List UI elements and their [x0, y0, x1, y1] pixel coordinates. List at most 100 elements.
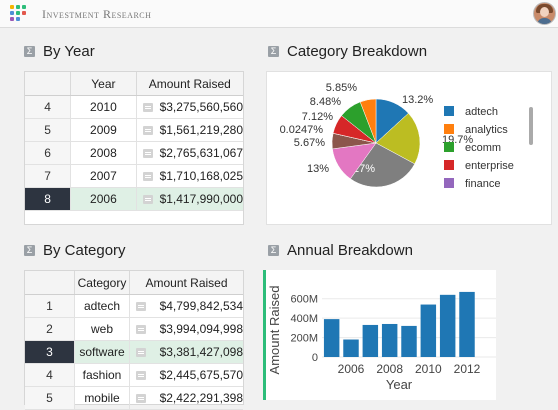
table-row[interactable]: 4 fashion $2,445,675,570: [25, 363, 243, 387]
legend-swatch[interactable]: [444, 142, 454, 152]
table-row[interactable]: 4 2010 $3,275,560,560: [25, 95, 243, 119]
cell-detail-icon[interactable]: [136, 324, 146, 334]
column-header-amount[interactable]: Amount Raised: [136, 72, 243, 96]
legend-label[interactable]: finance: [465, 178, 500, 190]
row-number[interactable]: 6: [25, 141, 72, 165]
cell-detail-icon[interactable]: [136, 301, 146, 311]
cell-detail-icon[interactable]: [142, 148, 153, 158]
year-cell[interactable]: 2008: [70, 141, 137, 165]
x-axis-label: Year: [386, 377, 413, 392]
table-row[interactable]: 3 software $3,381,427,098: [25, 340, 243, 364]
legend-label[interactable]: adtech: [465, 106, 498, 118]
amount-value: $3,381,427,098: [159, 345, 243, 359]
cell-detail-icon[interactable]: [136, 393, 146, 403]
amount-cell[interactable]: $1,710,168,025: [136, 164, 243, 188]
column-header-year[interactable]: Year: [70, 72, 137, 96]
bar[interactable]: [343, 339, 359, 357]
pie-slice[interactable]: [375, 112, 421, 165]
selection-accent-bar: [263, 270, 266, 400]
legend-swatch[interactable]: [444, 106, 454, 116]
year-cell[interactable]: 2009: [70, 118, 137, 142]
table-row[interactable]: 2 web $3,994,094,998: [25, 317, 243, 341]
year-cell[interactable]: 2007: [70, 164, 137, 188]
amount-cell[interactable]: $2,765,631,067: [136, 141, 243, 165]
sigma-icon[interactable]: Σ: [24, 244, 35, 256]
legend-swatch[interactable]: [444, 124, 454, 134]
legend-swatch[interactable]: [444, 178, 454, 188]
bar[interactable]: [459, 291, 475, 357]
column-header-amount[interactable]: Amount Raised: [129, 271, 243, 295]
row-number[interactable]: 4: [25, 95, 72, 119]
year-cell[interactable]: 2010: [70, 95, 137, 119]
table-row[interactable]: 6 2008 $2,765,631,067: [25, 141, 243, 165]
amount-cell[interactable]: $1,561,219,280: [136, 118, 243, 142]
bar[interactable]: [381, 323, 398, 357]
legend-label[interactable]: enterprise: [465, 160, 514, 172]
category-cell[interactable]: web: [74, 317, 130, 341]
category-breakdown-chart-panel: 13.2% 19.7% 27% 13% 5.67% 0.0247% 7.12% 8.48% 5.…: [266, 71, 552, 225]
by-year-table: Year Amount Raised 4 2010 $3,275,560,560 5 2…: [25, 72, 243, 211]
amount-cell[interactable]: $2,445,675,570: [129, 363, 243, 387]
amount-cell[interactable]: $3,275,560,560: [136, 95, 243, 119]
user-avatar[interactable]: [533, 2, 556, 25]
category-cell[interactable]: mobile: [74, 386, 130, 410]
amount-cell[interactable]: $4,799,842,534: [129, 294, 243, 318]
legend-label[interactable]: ecomm: [465, 142, 501, 154]
bar[interactable]: [362, 324, 379, 357]
row-number[interactable]: 3: [25, 340, 75, 364]
pie-slice-label: 7.12%: [302, 111, 333, 123]
pie-chart[interactable]: 13.2%19.7%27%13%5.67%0.0247%7.12%8.48%5.…: [267, 72, 551, 224]
column-header-category[interactable]: Category: [74, 271, 130, 295]
bar[interactable]: [420, 304, 437, 357]
row-number[interactable]: 8: [25, 187, 72, 211]
cell-detail-icon[interactable]: [142, 171, 153, 181]
app-logo-icon[interactable]: [10, 5, 26, 21]
cell-detail-icon[interactable]: [136, 370, 146, 380]
table-row[interactable]: 5 mobile $2,422,291,398: [25, 386, 243, 410]
row-number[interactable]: 5: [25, 386, 75, 410]
row-number[interactable]: 7: [25, 164, 72, 188]
category-cell[interactable]: fashion: [74, 363, 130, 387]
bar[interactable]: [323, 319, 340, 357]
y-axis-label: Amount Raised: [267, 286, 282, 375]
cell-detail-icon[interactable]: [136, 347, 146, 357]
row-number[interactable]: 2: [25, 317, 75, 341]
row-number[interactable]: 1: [25, 294, 75, 318]
legend-scrollbar[interactable]: [529, 107, 533, 145]
amount-cell[interactable]: $2,422,291,398: [129, 386, 243, 410]
pie-slice[interactable]: [350, 142, 416, 188]
category-cell[interactable]: adtech: [74, 294, 130, 318]
year-cell[interactable]: 2006: [70, 187, 137, 211]
amount-cell[interactable]: $1,417,990,000: [136, 187, 243, 211]
by-year-table-panel: Year Amount Raised 4 2010 $3,275,560,560 5 2…: [24, 71, 244, 225]
sigma-icon[interactable]: Σ: [268, 45, 279, 57]
legend-label[interactable]: analytics: [465, 124, 508, 136]
sigma-icon[interactable]: Σ: [24, 45, 35, 57]
amount-value: $1,561,219,280: [159, 123, 243, 137]
row-number[interactable]: 5: [25, 118, 72, 142]
amount-cell[interactable]: $3,381,427,098: [129, 340, 243, 364]
amount-cell[interactable]: $3,994,094,998: [129, 317, 243, 341]
bar[interactable]: [401, 325, 417, 357]
sigma-icon[interactable]: Σ: [268, 244, 279, 256]
bar[interactable]: [439, 294, 456, 357]
table-row[interactable]: 8 2006 $1,417,990,000: [25, 187, 243, 211]
legend-swatch[interactable]: [444, 160, 454, 170]
category-cell[interactable]: software: [74, 340, 130, 364]
cell-detail-icon[interactable]: [142, 194, 153, 204]
bar-chart[interactable]: 0 200M 400M 600M 2006 2008 2010 2012 Year Amount …: [266, 270, 496, 400]
category-breakdown-header: Σ Category Breakdown: [268, 42, 427, 60]
row-number[interactable]: 4: [25, 363, 75, 387]
table-row[interactable]: 5 2009 $1,561,219,280: [25, 118, 243, 142]
amount-value: $4,799,842,534: [159, 299, 243, 313]
cell-detail-icon[interactable]: [142, 125, 153, 135]
annual-breakdown-title: Annual Breakdown: [287, 241, 413, 259]
pie-slice-label: 8.48%: [310, 96, 341, 108]
x-tick-label: 2008: [376, 362, 403, 376]
pie-slice[interactable]: [359, 98, 377, 144]
category-breakdown-title: Category Breakdown: [287, 42, 428, 60]
y-tick-label: 400M: [290, 313, 318, 325]
cell-detail-icon[interactable]: [142, 102, 153, 112]
table-row[interactable]: 1 adtech $4,799,842,534: [25, 294, 243, 318]
table-row[interactable]: 7 2007 $1,710,168,025: [25, 164, 243, 188]
